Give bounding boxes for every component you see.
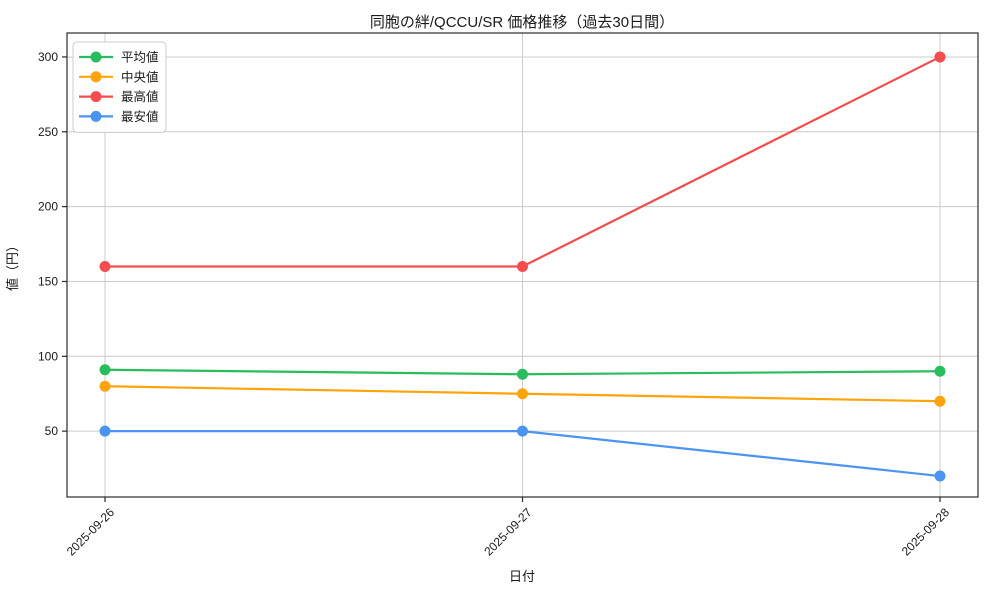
legend-item-label: 最高値 [121, 89, 159, 104]
series-layer [99, 51, 946, 482]
y-tick-label: 50 [45, 424, 59, 438]
legend-item-label: 最安値 [121, 109, 159, 124]
x-tick-label: 2025-09-28 [899, 505, 953, 559]
legend-item-label: 平均値 [121, 50, 159, 65]
y-tick-label: 100 [38, 349, 58, 363]
x-axis-label: 日付 [509, 569, 535, 584]
grid-layer [67, 33, 978, 497]
legend-marker-dot [90, 71, 102, 83]
y-axis-label: 値（円） [5, 239, 20, 291]
legend-marker-dot [90, 110, 102, 122]
data-point [99, 260, 111, 272]
legend-box [72, 41, 167, 133]
data-point [934, 365, 946, 377]
x-tick-label: 2025-09-27 [481, 505, 535, 559]
y-tick-label: 150 [38, 274, 58, 288]
legend-marker-dot [90, 51, 102, 63]
data-point [934, 51, 946, 63]
data-point [934, 395, 946, 407]
legend-item-label: 中央値 [121, 69, 159, 84]
y-tick-label: 250 [38, 125, 58, 139]
y-tick-label: 200 [38, 200, 58, 214]
data-point [99, 425, 111, 437]
data-point [517, 388, 528, 400]
axis-layer: 50 100 150 200 250 300 2025-09-26 2025-09-27 202… [38, 32, 979, 559]
data-point [517, 260, 528, 272]
x-tick-label: 2025-09-26 [64, 505, 118, 559]
data-point [517, 425, 528, 437]
legend-marker-dot [90, 91, 102, 103]
data-point [99, 364, 111, 376]
data-point [99, 380, 111, 392]
data-point [934, 470, 946, 482]
chart-title: 同胞の絆/QCCU/SR 価格推移（過去30日間） [370, 14, 674, 31]
data-point [517, 368, 528, 380]
y-tick-label: 300 [38, 50, 58, 64]
